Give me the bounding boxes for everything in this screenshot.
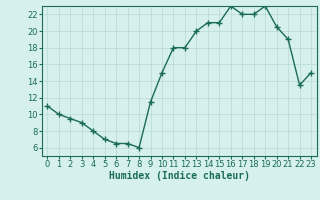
X-axis label: Humidex (Indice chaleur): Humidex (Indice chaleur) [109,171,250,181]
